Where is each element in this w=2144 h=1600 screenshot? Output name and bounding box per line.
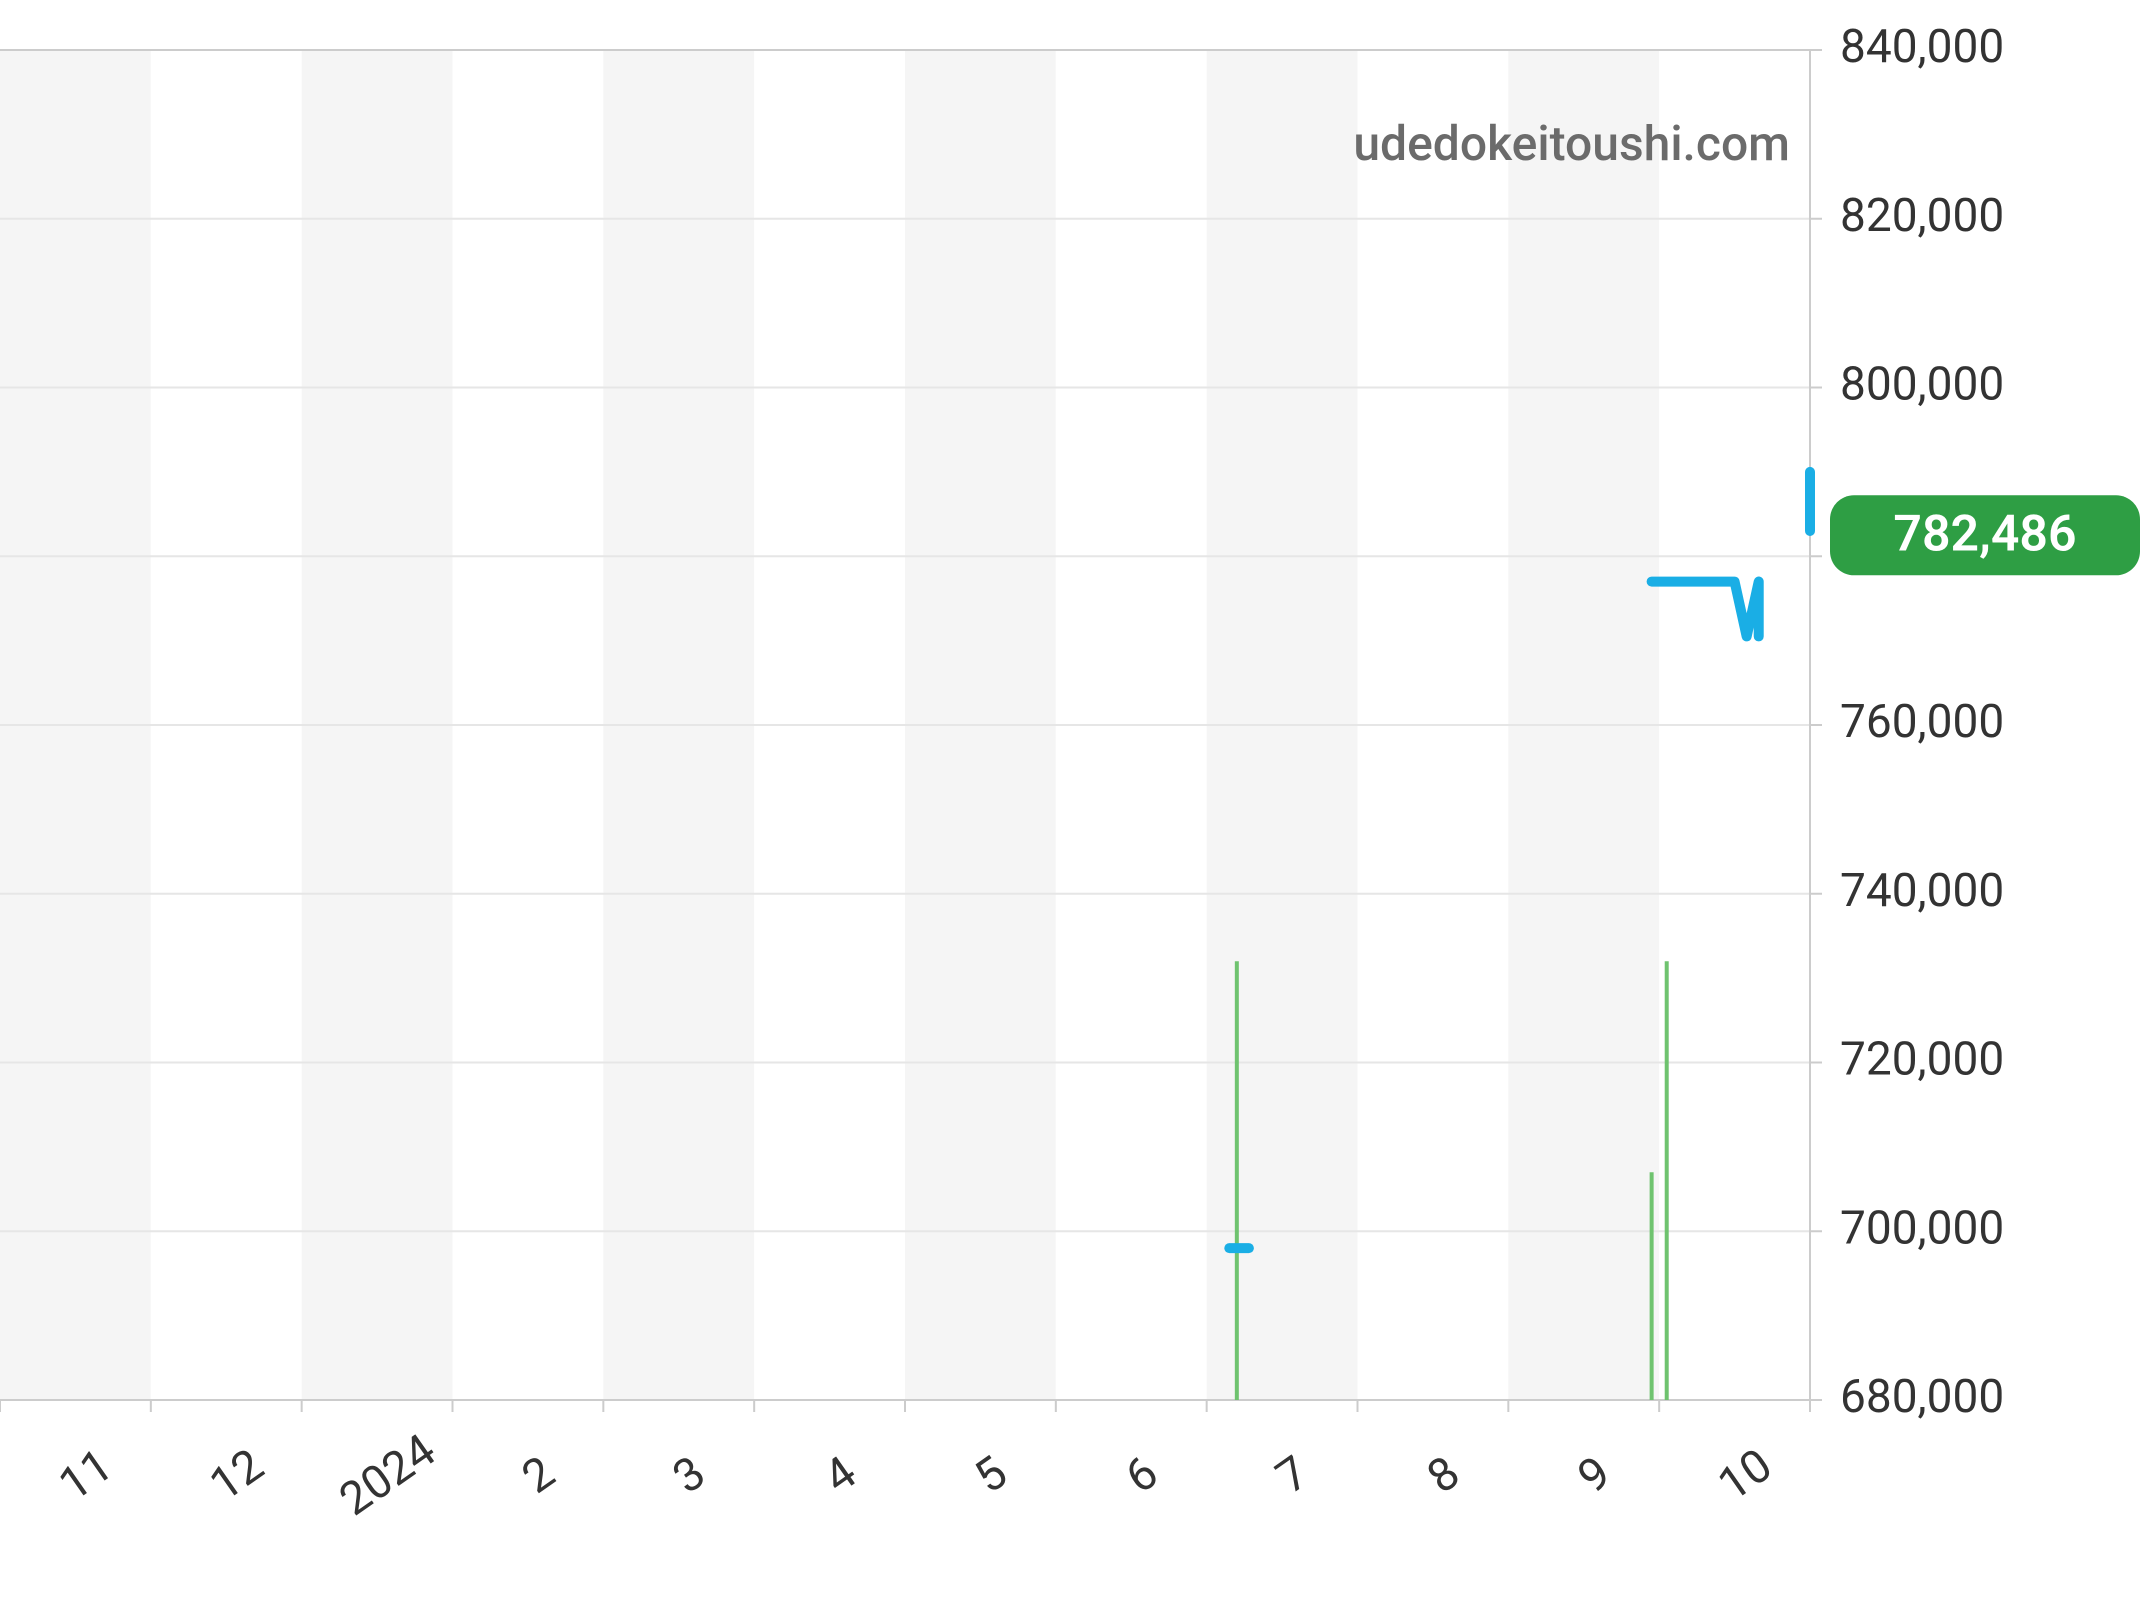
y-tick-label: 740,000 — [1840, 864, 2004, 918]
x-tick-label-group: 2 — [513, 1446, 565, 1505]
x-tick-label-group: 5 — [965, 1446, 1017, 1505]
x-tick-label: 12 — [200, 1438, 273, 1512]
x-tick-label-group: 7 — [1267, 1446, 1319, 1505]
x-tick-label: 9 — [1568, 1446, 1620, 1505]
x-tick-label: 10 — [1709, 1438, 1782, 1512]
chart-svg: udedokeitoushi.com 680,000 700,000 720,000 7… — [0, 0, 2144, 1600]
x-tick-label: 11 — [49, 1438, 122, 1512]
x-tick-label-group: 9 — [1568, 1446, 1620, 1505]
x-tick-label-group: 10 — [1709, 1438, 1782, 1512]
x-tick-label: 2 — [513, 1446, 565, 1505]
x-tick-label: 5 — [965, 1446, 1017, 1505]
badge-value: 782,486 — [1893, 505, 2076, 563]
x-tick-label-group: 2024 — [330, 1423, 446, 1527]
watermark-text: udedokeitoushi.com — [1353, 115, 1790, 172]
x-tick-label-group: 8 — [1418, 1446, 1470, 1505]
x-tick-label: 7 — [1267, 1446, 1319, 1505]
x-tick-label-group: 3 — [663, 1446, 715, 1505]
current-value-badge: 782,486 — [1830, 495, 2140, 575]
x-tick-label-group: 4 — [814, 1446, 866, 1505]
y-tick-label: 840,000 — [1840, 20, 2004, 74]
y-tick-label: 700,000 — [1840, 1201, 2004, 1255]
price-chart: udedokeitoushi.com 680,000 700,000 720,000 7… — [0, 0, 2144, 1600]
y-tick-label: 820,000 — [1840, 189, 2004, 243]
x-tick-label-group: 11 — [49, 1438, 122, 1512]
x-tick-label-group: 6 — [1116, 1446, 1168, 1505]
y-tick-label: 760,000 — [1840, 695, 2004, 749]
x-tick-label: 6 — [1116, 1446, 1168, 1505]
x-tick-label: 4 — [814, 1446, 866, 1505]
y-tick-label: 800,000 — [1840, 358, 2004, 412]
x-tick-label: 3 — [663, 1446, 715, 1505]
x-tick-label: 8 — [1418, 1446, 1470, 1505]
y-tick-label: 680,000 — [1840, 1370, 2004, 1424]
y-tick-label: 720,000 — [1840, 1033, 2004, 1087]
x-tick-label: 2024 — [330, 1423, 446, 1527]
x-tick-label-group: 12 — [200, 1438, 273, 1512]
